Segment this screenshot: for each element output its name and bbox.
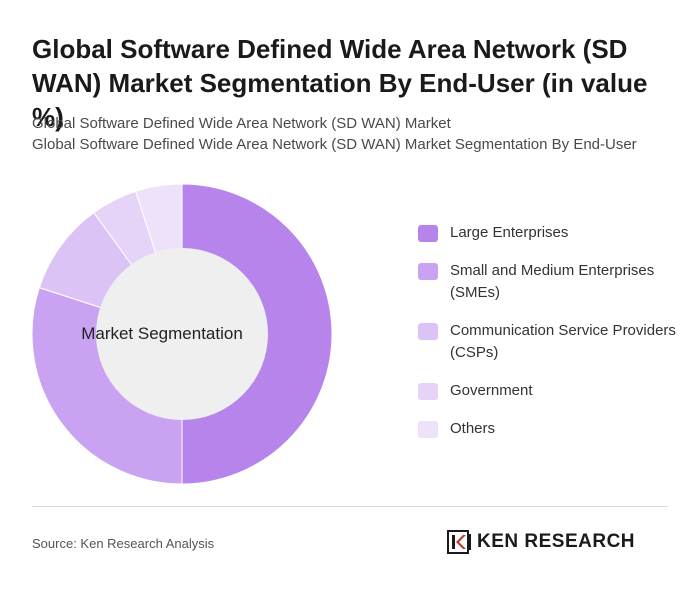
subtitle-line-1: Global Software Defined Wide Area Networ… bbox=[32, 115, 451, 132]
footer-divider bbox=[32, 506, 668, 507]
ken-research-logo-icon bbox=[447, 530, 471, 554]
source-note: Source: Ken Research Analysis bbox=[32, 536, 215, 551]
ken-research-logo: KEN RESEARCH bbox=[447, 530, 635, 554]
legend-label: Small and Medium Enterprises (SMEs) bbox=[450, 262, 655, 301]
donut-center-label: Market Segmentation bbox=[81, 324, 243, 343]
legend-item: Small and Medium Enterprises (SMEs) bbox=[418, 260, 688, 304]
legend-label: Large Enterprises bbox=[450, 224, 569, 241]
donut-chart: Market Segmentation bbox=[31, 183, 333, 485]
legend-item: Government bbox=[418, 380, 688, 402]
subtitle-line-2: Global Software Defined Wide Area Networ… bbox=[32, 136, 637, 153]
legend-swatch bbox=[418, 383, 438, 400]
legend-swatch bbox=[418, 263, 438, 280]
legend-item: Communication Service Providers (CSPs) bbox=[418, 320, 688, 364]
legend-swatch bbox=[418, 225, 438, 242]
donut-center bbox=[96, 248, 268, 420]
legend-label: Others bbox=[450, 420, 496, 437]
ken-research-logo-text: KEN RESEARCH bbox=[477, 531, 636, 552]
legend-item: Others bbox=[418, 418, 688, 440]
chart-legend: Large Enterprises Small and Medium Enterp… bbox=[418, 222, 688, 456]
legend-item: Large Enterprises bbox=[418, 222, 688, 244]
chart-subtitle: Global Software Defined Wide Area Networ… bbox=[32, 113, 682, 155]
legend-label: Government bbox=[450, 382, 533, 399]
chart-title: Global Software Defined Wide Area Networ… bbox=[32, 34, 648, 132]
legend-swatch bbox=[418, 323, 438, 340]
legend-swatch bbox=[418, 421, 438, 438]
legend-label: Communication Service Providers (CSPs) bbox=[450, 322, 676, 361]
